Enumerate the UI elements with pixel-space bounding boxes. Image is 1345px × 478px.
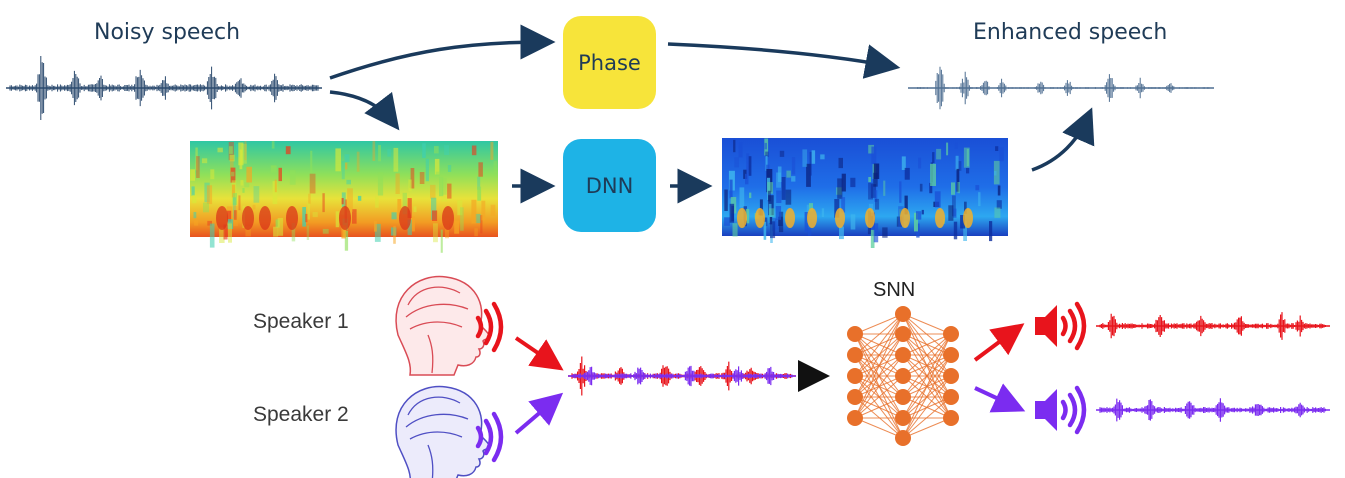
separated-speech-waveform-speaker2 [1096,398,1330,422]
dnn-box: DNN [563,139,656,232]
dnn-label: DNN [585,173,634,198]
noisy-speech-label: Noisy speech [94,20,241,45]
arrow-phase-to-enhanced [667,42,901,79]
neural-network-icon [847,306,959,446]
arrow-speaker2-to-mix [514,392,564,435]
separated-speech-waveform-speaker1 [1096,312,1330,340]
noisy-speech-waveform [6,56,322,120]
phase-box: Phase [563,16,656,109]
speaker-icon [1035,301,1087,351]
mixed-speech-waveform [568,356,796,396]
enhanced-spectrogram-image [722,138,1008,248]
speaker2-label: Speaker 2 [253,403,349,426]
noisy-spectrogram-image [190,141,498,253]
arrow-snn-to-output2 [974,383,1026,413]
enhanced-speech-waveform [908,66,1214,110]
brain-head-icon [395,275,491,376]
phase-label: Phase [578,50,641,75]
speaker1-label: Speaker 1 [253,310,349,333]
arrow-spectrogram-to-enhanced [1031,107,1095,172]
snn-label: SNN [873,279,916,301]
arrow-noisy-to-phase [329,24,556,80]
brain-head-icon [395,385,491,478]
enhanced-speech-label: Enhanced speech [973,20,1168,45]
arrow-snn-to-output1 [973,323,1025,362]
arrow-noisy-to-spectrogram [329,90,400,131]
sound-waves-speaker2 [475,411,504,463]
speaker-icon [1035,385,1087,435]
arrow-speaker1-to-mix [514,336,564,371]
sound-waves-speaker1 [475,301,504,353]
